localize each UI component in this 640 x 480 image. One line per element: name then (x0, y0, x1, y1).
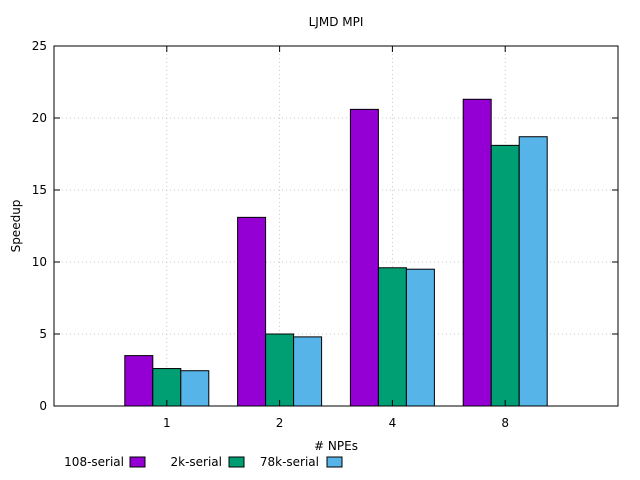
axis-ticks: 0 5 10 15 20 25 1 2 4 8 (32, 39, 618, 430)
bars (124, 98, 548, 407)
y-tick-label: 0 (39, 399, 47, 413)
plot-frame (53, 45, 619, 407)
legend-label: 108-serial (64, 455, 124, 469)
y-tick-label: 15 (32, 183, 47, 197)
bar-2k-serial-8 (490, 144, 520, 407)
bar-2k-serial-4 (377, 267, 407, 407)
bar-78k-serial-2 (293, 336, 323, 407)
y-tick-label: 20 (32, 111, 47, 125)
x-axis-label: # NPEs (314, 439, 358, 453)
legend-label: 2k-serial (170, 455, 222, 469)
bar-108-serial-2 (237, 216, 267, 407)
y-tick-label: 10 (32, 255, 47, 269)
y-axis-label: Speedup (9, 200, 23, 253)
bar-78k-serial-1 (180, 370, 210, 407)
bar-78k-serial-4 (405, 268, 435, 407)
bar-2k-serial-2 (265, 333, 295, 407)
chart-title: LJMD MPI (309, 15, 364, 29)
legend-swatch (129, 456, 146, 468)
legend-swatch (228, 456, 245, 468)
y-tick-label: 25 (32, 39, 47, 53)
legend-swatch (326, 456, 343, 468)
bar-108-serial-1 (124, 355, 154, 407)
x-tick-label: 4 (389, 416, 397, 430)
x-tick-label: 8 (501, 416, 509, 430)
legend-label: 78k-serial (260, 455, 319, 469)
bar-108-serial-8 (462, 98, 492, 407)
bar-78k-serial-8 (518, 136, 548, 407)
y-tick-label: 5 (39, 327, 47, 341)
x-tick-label: 1 (163, 416, 171, 430)
legend: 108-serial 2k-serial 78k-serial (64, 455, 343, 469)
x-tick-label: 2 (276, 416, 284, 430)
bar-2k-serial-1 (152, 368, 182, 407)
bar-108-serial-4 (349, 108, 379, 407)
